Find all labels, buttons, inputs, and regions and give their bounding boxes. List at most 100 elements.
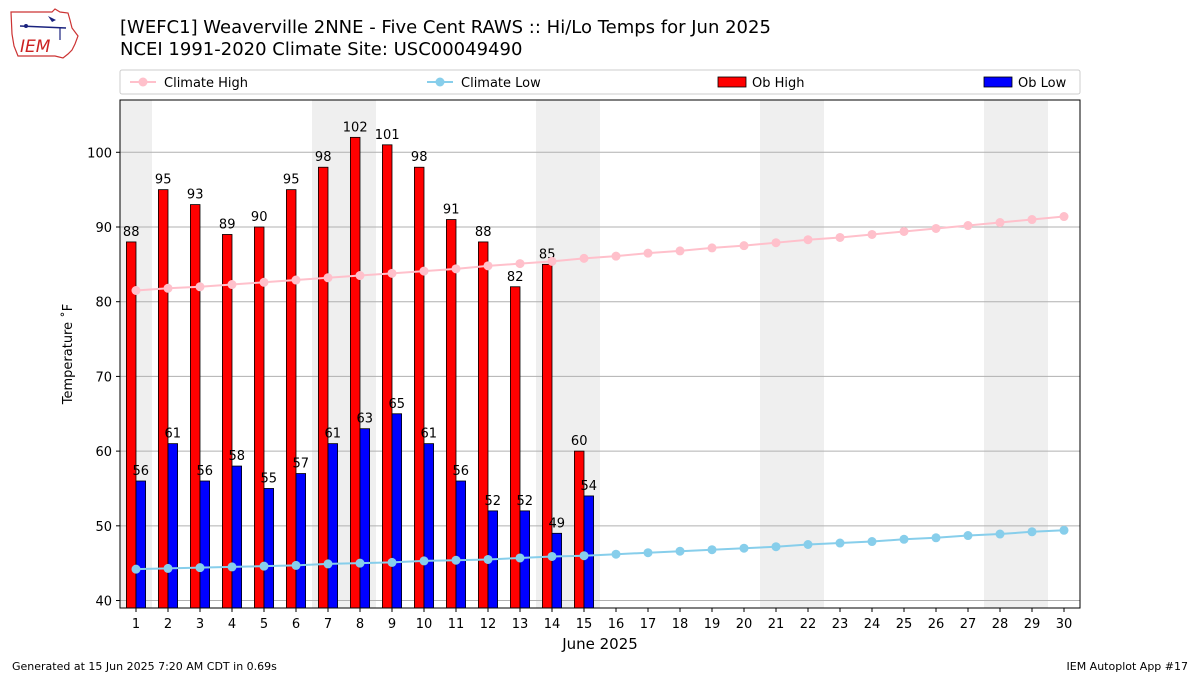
x-tick-label-30: 30 bbox=[1056, 617, 1073, 632]
x-tick-label-1: 1 bbox=[132, 617, 140, 632]
x-tick-label-21: 21 bbox=[768, 617, 785, 632]
climate-low-point-1 bbox=[131, 564, 141, 574]
y-tick-label-100: 100 bbox=[87, 146, 112, 161]
climate-high-point-23 bbox=[835, 232, 845, 242]
ob-low-label-7: 61 bbox=[325, 427, 342, 442]
climate-high-point-17 bbox=[643, 248, 653, 258]
x-tick-label-7: 7 bbox=[324, 617, 332, 632]
ob-high-bar-7 bbox=[317, 166, 329, 609]
x-tick-label-15: 15 bbox=[576, 617, 593, 632]
climate-high-point-6 bbox=[291, 275, 301, 285]
ob-high-label-10: 98 bbox=[411, 150, 428, 165]
ob-high-label-9: 101 bbox=[375, 128, 400, 143]
ob-high-label-7: 98 bbox=[315, 150, 332, 165]
x-axis-label: June 2025 bbox=[561, 635, 638, 653]
climate-low-point-20 bbox=[739, 543, 749, 553]
x-tick-label-8: 8 bbox=[356, 617, 364, 632]
ob-high-label-8: 102 bbox=[343, 120, 368, 135]
y-tick-label-90: 90 bbox=[95, 221, 112, 236]
ob-high-bar-12 bbox=[477, 241, 489, 609]
legend-swatch-ob-low bbox=[983, 76, 1013, 88]
legend-marker-climate-high bbox=[138, 77, 148, 87]
ob-high-label-4: 89 bbox=[219, 217, 236, 232]
x-tick-label-2: 2 bbox=[164, 617, 172, 632]
climate-low-point-16 bbox=[611, 549, 621, 559]
climate-low-line bbox=[135, 529, 1065, 571]
x-tick-label-28: 28 bbox=[992, 617, 1009, 632]
climate-low-point-28 bbox=[995, 529, 1005, 539]
app-id: IEM Autoplot App #17 bbox=[1066, 660, 1189, 673]
x-tick-label-18: 18 bbox=[672, 617, 689, 632]
climate-high-point-21 bbox=[771, 238, 781, 248]
ob-high-bar-3 bbox=[189, 204, 201, 609]
climate-low-point-12 bbox=[483, 554, 493, 564]
ob-high-bar-6 bbox=[285, 189, 297, 609]
ob-low-bar-3 bbox=[199, 480, 211, 609]
y-tick-label-60: 60 bbox=[95, 445, 112, 460]
climate-low-point-13 bbox=[515, 553, 525, 563]
ob-low-label-4: 58 bbox=[229, 449, 246, 464]
climate-low-point-9 bbox=[387, 557, 397, 567]
x-tick-label-16: 16 bbox=[608, 617, 625, 632]
x-tick-label-10: 10 bbox=[416, 617, 433, 632]
climate-low-point-25 bbox=[899, 534, 909, 544]
climate-low-point-26 bbox=[931, 533, 941, 543]
y-tick-label-70: 70 bbox=[95, 370, 112, 385]
climate-low-point-5 bbox=[259, 561, 269, 571]
climate-low-point-17 bbox=[643, 548, 653, 558]
climate-high-point-14 bbox=[547, 256, 557, 266]
climate-low-point-27 bbox=[963, 531, 973, 541]
ob-high-label-12: 88 bbox=[475, 225, 492, 240]
climate-high-point-10 bbox=[419, 266, 429, 276]
ob-low-label-14: 49 bbox=[549, 516, 566, 531]
climate-low-point-8 bbox=[355, 558, 365, 568]
legend-swatch-ob-high bbox=[717, 76, 747, 88]
ob-low-label-11: 56 bbox=[453, 464, 470, 479]
climate-low-point-4 bbox=[227, 562, 237, 572]
plot-frame bbox=[119, 99, 1081, 609]
x-tick-label-25: 25 bbox=[896, 617, 913, 632]
climate-high-point-7 bbox=[323, 273, 333, 283]
y-tick-label-40: 40 bbox=[95, 595, 112, 610]
x-tick-label-19: 19 bbox=[704, 617, 721, 632]
x-tick-label-27: 27 bbox=[960, 617, 977, 632]
x-tick-label-22: 22 bbox=[800, 617, 817, 632]
climate-high-point-12 bbox=[483, 261, 493, 271]
climate-high-line bbox=[135, 215, 1065, 292]
x-tick-label-4: 4 bbox=[228, 617, 236, 632]
climate-high-point-5 bbox=[259, 277, 269, 287]
climate-high-point-2 bbox=[163, 283, 173, 293]
ob-high-bar-15 bbox=[574, 450, 585, 609]
ob-low-bar-2 bbox=[167, 443, 179, 609]
ob-low-label-9: 65 bbox=[389, 397, 406, 412]
x-tick-label-14: 14 bbox=[544, 617, 561, 632]
x-tick-label-24: 24 bbox=[864, 617, 881, 632]
climate-low-point-30 bbox=[1059, 525, 1069, 535]
x-tick-label-13: 13 bbox=[512, 617, 529, 632]
logo-text: IEM bbox=[20, 37, 51, 57]
climate-high-point-27 bbox=[963, 221, 973, 231]
climate-low-point-18 bbox=[675, 546, 685, 556]
ob-low-label-1: 56 bbox=[133, 464, 150, 479]
ob-low-bar-1 bbox=[135, 480, 147, 609]
climate-low-point-2 bbox=[163, 563, 173, 573]
x-tick-label-12: 12 bbox=[480, 617, 497, 632]
chart-title: [WEFC1] Weaverville 2NNE - Five Cent RAW… bbox=[120, 17, 771, 61]
climate-low-point-21 bbox=[771, 542, 781, 552]
y-tick-label-80: 80 bbox=[95, 296, 112, 311]
legend-label-ob-low: Ob Low bbox=[1018, 76, 1067, 91]
climate-high-point-19 bbox=[707, 243, 717, 253]
ob-low-label-5: 55 bbox=[261, 471, 278, 486]
climate-high-point-25 bbox=[899, 226, 909, 236]
x-tick-label-11: 11 bbox=[448, 617, 465, 632]
legend-label-climate-low: Climate Low bbox=[461, 76, 541, 91]
climate-low-point-22 bbox=[803, 540, 813, 549]
x-tick-label-17: 17 bbox=[640, 617, 657, 632]
generated-note: Generated at 15 Jun 2025 7:20 AM CDT in … bbox=[12, 660, 277, 673]
ob-low-bar-9 bbox=[391, 413, 403, 609]
climate-high-point-29 bbox=[1027, 215, 1037, 225]
climate-high-point-24 bbox=[867, 229, 877, 239]
ob-high-label-2: 95 bbox=[155, 173, 172, 188]
ob-high-label-11: 91 bbox=[443, 203, 460, 218]
